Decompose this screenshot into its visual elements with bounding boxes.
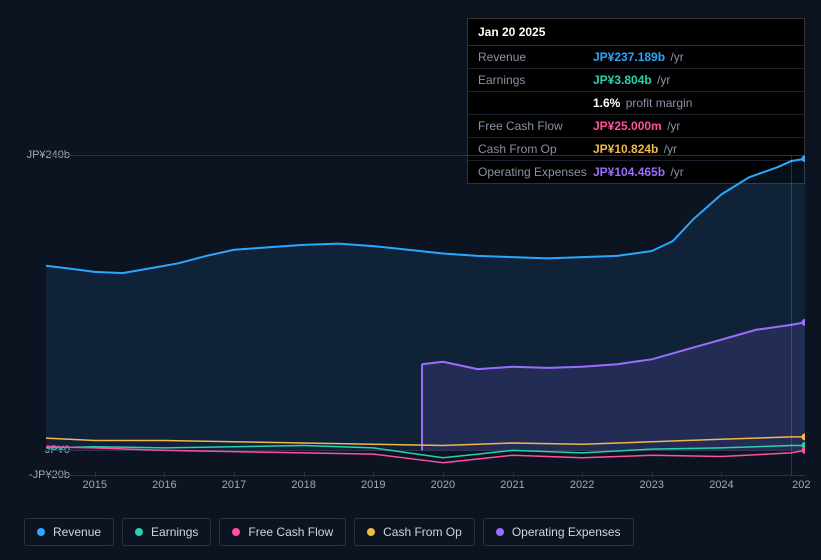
tooltip-row-suffix: /yr	[667, 50, 684, 64]
tooltip-row-suffix: /yr	[660, 142, 677, 156]
x-tick-label: 2024	[709, 479, 733, 491]
x-axis: 2015 2016 2017 2018 2019 2020 2021 2022 2023 2024…	[46, 477, 805, 497]
tooltip-row-value: 1.6%	[593, 96, 620, 110]
tooltip-row: Free Cash FlowJP¥25.000m /yr	[468, 115, 804, 138]
x-tick	[234, 472, 235, 477]
tooltip-row-value: JP¥237.189b	[593, 50, 665, 64]
tooltip-row-value: JP¥25.000m	[593, 119, 662, 133]
x-tick-label: 2022	[570, 479, 594, 491]
tooltip-row-suffix: profit margin	[622, 96, 692, 110]
legend-label: Operating Expenses	[512, 525, 621, 539]
x-tick	[373, 472, 374, 477]
legend-label: Cash From Op	[383, 525, 462, 539]
x-tick-label: 2015	[82, 479, 106, 491]
legend-dot-icon	[135, 528, 143, 536]
financials-chart[interactable]: JP¥240bJP¥0-JP¥20b 201520162017201820192…	[16, 155, 805, 495]
chart-legend: Revenue Earnings Free Cash Flow Cash From O…	[24, 518, 634, 546]
x-tick	[582, 472, 583, 477]
tooltip-date: Jan 20 2025	[468, 19, 804, 46]
tooltip-row-label: Revenue	[478, 50, 593, 64]
legend-label: Revenue	[53, 525, 101, 539]
legend-dot-icon	[37, 528, 45, 536]
legend-item-earnings[interactable]: Earnings	[122, 518, 211, 546]
x-tick	[95, 472, 96, 477]
legend-label: Earnings	[151, 525, 198, 539]
tooltip-row-suffix: /yr	[654, 73, 671, 87]
legend-item-revenue[interactable]: Revenue	[24, 518, 114, 546]
x-tick	[721, 472, 722, 477]
x-tick	[652, 472, 653, 477]
tooltip-row-label: Cash From Op	[478, 142, 593, 156]
legend-item-cash-from-op[interactable]: Cash From Op	[354, 518, 475, 546]
tooltip-row-value: JP¥10.824b	[593, 142, 658, 156]
tooltip-row-suffix: /yr	[664, 119, 681, 133]
plot-area[interactable]	[46, 155, 805, 475]
x-tick-label: 2019	[361, 479, 385, 491]
x-tick	[513, 472, 514, 477]
tooltip-row-label: Earnings	[478, 73, 593, 87]
x-tick-label: 2021	[500, 479, 524, 491]
x-tick-label: 2018	[291, 479, 315, 491]
tooltip-row: 1.6% profit margin	[468, 92, 804, 115]
legend-item-free-cash-flow[interactable]: Free Cash Flow	[219, 518, 346, 546]
legend-dot-icon	[367, 528, 375, 536]
x-tick	[164, 472, 165, 477]
x-tick-label: 2023	[640, 479, 664, 491]
legend-dot-icon	[232, 528, 240, 536]
x-tick-label: 2016	[152, 479, 176, 491]
grid-line	[46, 475, 805, 476]
legend-dot-icon	[496, 528, 504, 536]
x-tick	[443, 472, 444, 477]
x-tick-label: 2017	[222, 479, 246, 491]
tooltip-row-label: Free Cash Flow	[478, 119, 593, 133]
hover-line	[791, 155, 792, 475]
legend-item-operating-expenses[interactable]: Operating Expenses	[483, 518, 634, 546]
tooltip-row-value: JP¥3.804b	[593, 73, 652, 87]
tooltip-row: RevenueJP¥237.189b /yr	[468, 46, 804, 69]
tooltip-row: EarningsJP¥3.804b /yr	[468, 69, 804, 92]
legend-label: Free Cash Flow	[248, 525, 333, 539]
x-tick	[304, 472, 305, 477]
tooltip-row-label	[478, 96, 593, 110]
x-tick-label: 202	[792, 479, 810, 491]
x-tick-label: 2020	[431, 479, 455, 491]
